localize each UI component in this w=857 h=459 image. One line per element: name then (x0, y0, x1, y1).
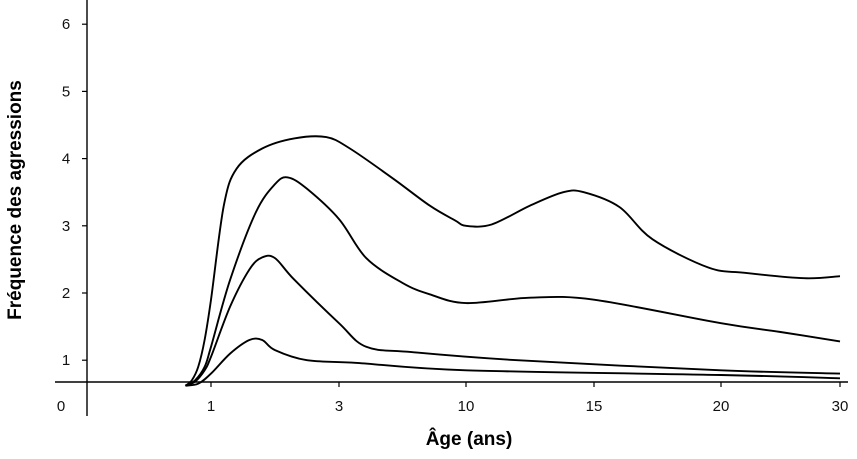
y-tick-label: 1 (62, 352, 70, 369)
x-tick-label: 3 (335, 398, 343, 415)
ticks-layer: 1 3 10 15 20 30 1 2 3 4 5 6 (62, 16, 849, 415)
origin-label: 0 (57, 398, 65, 415)
y-tick-label: 3 (62, 218, 70, 235)
y-tick-label: 6 (62, 16, 70, 33)
y-tick-label: 2 (62, 285, 70, 302)
y-tick-label: 4 (62, 151, 70, 168)
y-axis-title: Fréquence des agressions (5, 80, 26, 320)
x-tick-label: 1 (207, 398, 215, 415)
series-line-2 (184, 176, 841, 387)
x-tick-label: 20 (713, 398, 730, 415)
series-line-4 (185, 337, 841, 387)
curves-layer (184, 135, 841, 387)
x-axis-title: Âge (ans) (426, 428, 513, 450)
series-line-1 (184, 135, 841, 387)
y-tick-label: 5 (62, 83, 70, 100)
x-tick-label: 10 (458, 398, 475, 415)
x-tick-label: 30 (832, 398, 849, 415)
series-line-3 (185, 254, 841, 387)
x-tick-label: 15 (586, 398, 603, 415)
